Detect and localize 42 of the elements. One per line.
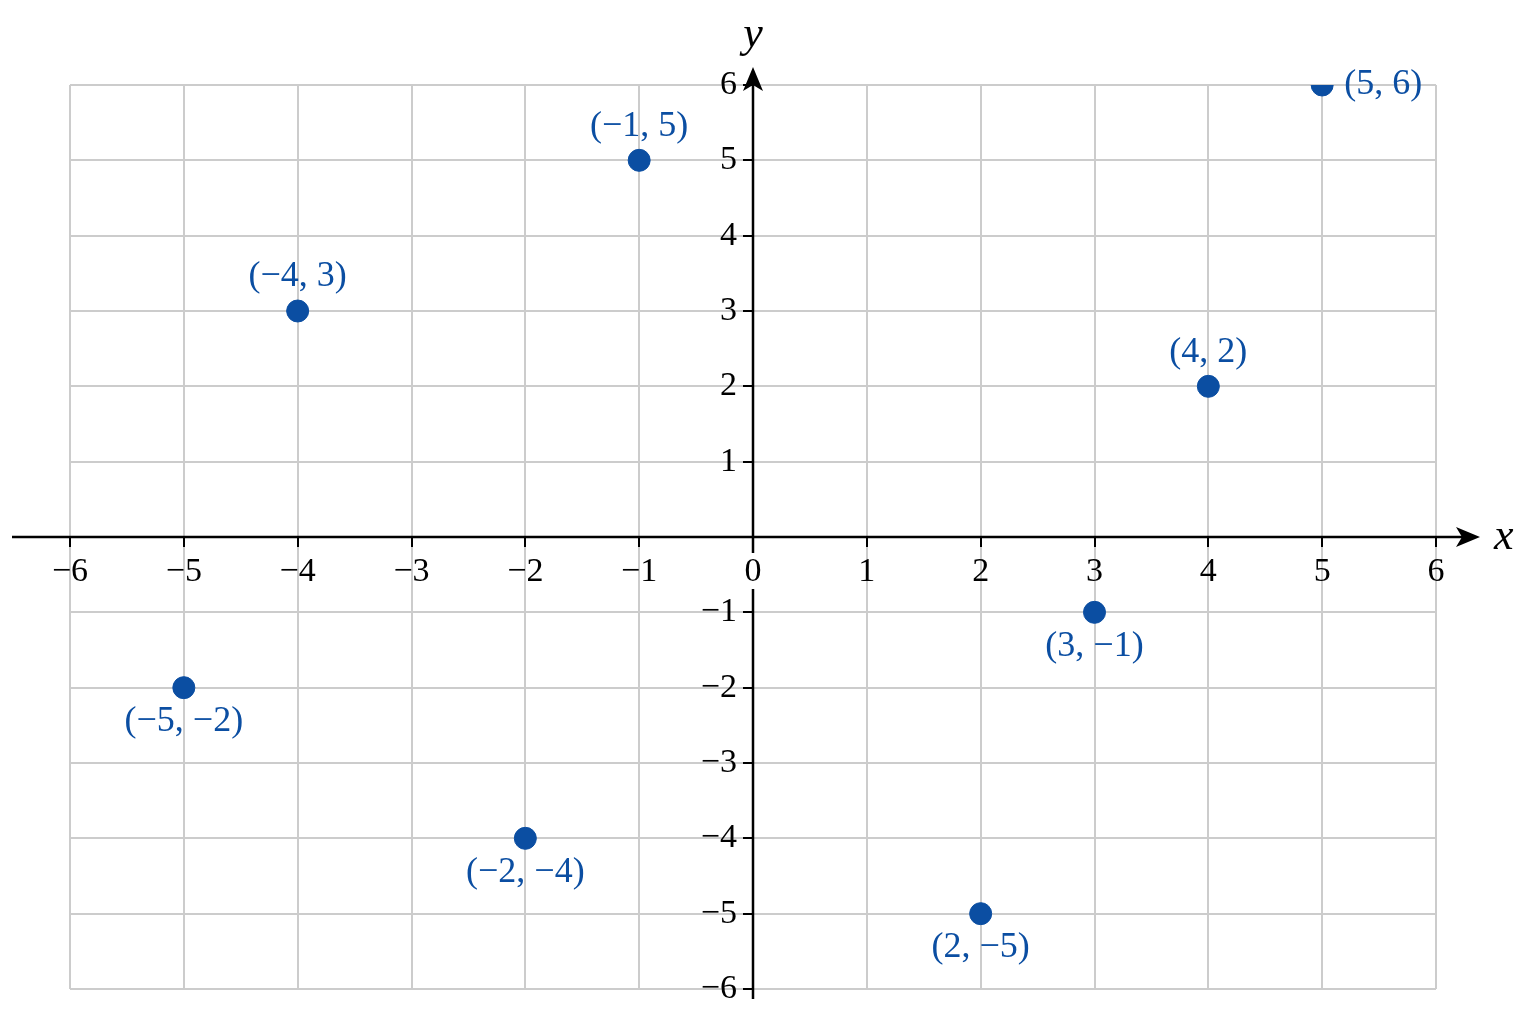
data-label: (−4, 3) xyxy=(248,254,347,295)
y-tick-label: −5 xyxy=(700,892,737,930)
point xyxy=(513,826,537,850)
point xyxy=(172,676,196,700)
x-tick-label: −6 xyxy=(51,550,89,588)
y-tick-label: 2 xyxy=(720,365,737,403)
data-label: (5, 6) xyxy=(1344,62,1423,103)
point xyxy=(627,148,651,172)
y-tick-label: 1 xyxy=(720,440,737,478)
data-label: (−2, −4) xyxy=(466,849,585,890)
y-tick-label: −6 xyxy=(700,967,737,1005)
x-tick-label: −3 xyxy=(393,550,430,588)
y-tick-label: 3 xyxy=(720,289,737,327)
point xyxy=(1196,374,1220,398)
point xyxy=(286,299,310,323)
point xyxy=(969,902,993,926)
y-axis-title: y xyxy=(739,7,764,57)
y-tick-label: −1 xyxy=(700,591,737,629)
x-tick-label: −1 xyxy=(621,550,658,588)
x-axis-title: x xyxy=(1493,509,1514,559)
y-tick-label: −3 xyxy=(700,741,737,779)
y-tick-label: −2 xyxy=(700,666,737,704)
data-label: (−1, 5) xyxy=(590,103,689,144)
data-label: (−5, −2) xyxy=(124,699,244,740)
y-tick-label: 6 xyxy=(720,63,737,101)
y-tick-label: −4 xyxy=(700,817,737,855)
x-tick-label: −4 xyxy=(279,550,316,588)
y-tick-label: 4 xyxy=(720,214,737,252)
point xyxy=(1083,600,1106,624)
y-tick-label: 5 xyxy=(720,139,737,177)
data-label: (4, 2) xyxy=(1169,329,1248,370)
x-tick-label: 3 xyxy=(1086,550,1103,588)
x-tick-label: 4 xyxy=(1199,550,1217,588)
x-tick-label: −5 xyxy=(165,550,202,588)
x-tick-label: 2 xyxy=(972,550,990,588)
data-label: (3, −1) xyxy=(1045,623,1144,664)
x-tick-label: 5 xyxy=(1313,550,1331,588)
x-tick-label: 0 xyxy=(744,550,762,588)
x-tick-label: 6 xyxy=(1427,550,1445,588)
x-tick-label: 1 xyxy=(858,550,876,588)
x-tick-label: −2 xyxy=(507,550,544,588)
data-label: (2, −5) xyxy=(931,925,1030,966)
